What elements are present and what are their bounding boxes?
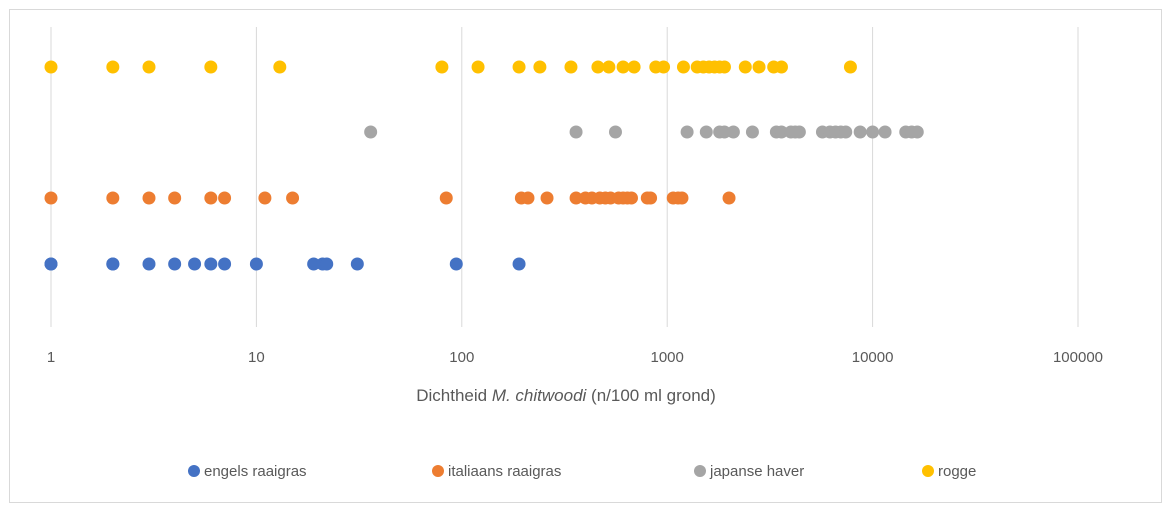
data-point — [717, 125, 731, 139]
data-point — [188, 257, 202, 271]
data-point — [435, 60, 449, 74]
legend-label: rogge — [938, 463, 976, 480]
data-point — [44, 257, 58, 271]
x-axis-title: Dichtheid M. chitwoodi (n/100 ml grond) — [416, 386, 716, 405]
data-point — [676, 60, 690, 74]
data-point — [624, 191, 638, 205]
data-point — [471, 60, 485, 74]
data-point — [602, 60, 616, 74]
x-axis-title-suffix: (n/100 ml grond) — [586, 386, 715, 405]
data-point — [564, 60, 578, 74]
data-point — [364, 125, 378, 139]
data-point — [249, 257, 263, 271]
data-point — [142, 60, 156, 74]
data-point — [204, 257, 218, 271]
data-point — [44, 60, 58, 74]
gridlines — [50, 27, 1079, 327]
legend-marker — [694, 465, 706, 477]
data-point — [644, 191, 658, 205]
data-point — [843, 60, 857, 74]
legend-item-rogge: rogge — [922, 463, 976, 480]
data-point — [752, 60, 766, 74]
series-japanse-haver — [364, 125, 924, 139]
data-point — [910, 125, 924, 139]
legend: engels raaigras italiaans raaigras japanse… — [188, 463, 976, 480]
data-point — [533, 60, 547, 74]
x-axis-title-prefix: Dichtheid — [416, 386, 492, 405]
data-point — [168, 257, 182, 271]
data-point — [307, 257, 321, 271]
data-point — [350, 257, 364, 271]
legend-label: italiaans raaigras — [448, 463, 561, 480]
data-point — [320, 257, 334, 271]
data-point — [540, 191, 554, 205]
data-point — [273, 60, 287, 74]
data-point — [878, 125, 892, 139]
data-point — [569, 191, 583, 205]
data-point — [218, 257, 232, 271]
series-engels-raaigras — [44, 257, 526, 271]
legend-label: japanse haver — [709, 463, 804, 480]
legend-item-italiaans-raaigras: italiaans raaigras — [432, 463, 561, 480]
data-point — [866, 125, 880, 139]
data-point — [774, 60, 788, 74]
legend-marker — [432, 465, 444, 477]
data-point — [774, 125, 788, 139]
series-italiaans-raaigras — [44, 191, 736, 205]
data-point — [106, 191, 120, 205]
data-point — [449, 257, 463, 271]
data-point — [726, 125, 740, 139]
data-point — [106, 60, 120, 74]
x-tick-label-10: 10 — [248, 349, 265, 366]
data-point — [738, 60, 752, 74]
data-point — [616, 60, 630, 74]
legend-label: engels raaigras — [204, 463, 307, 480]
data-point — [792, 125, 806, 139]
data-point — [106, 257, 120, 271]
x-tick-label-100000: 100000 — [1053, 349, 1103, 366]
x-tick-label-1: 1 — [47, 349, 55, 366]
data-point — [218, 191, 232, 205]
legend-marker — [922, 465, 934, 477]
data-point — [142, 257, 156, 271]
data-point — [608, 125, 622, 139]
data-point — [627, 60, 641, 74]
data-point — [439, 191, 453, 205]
legend-item-engels-raaigras: engels raaigras — [188, 463, 307, 480]
data-point — [168, 191, 182, 205]
data-point — [142, 191, 156, 205]
scatter-chart: 1 10 100 1000 10000 100000 Dichtheid M. chitw… — [44, 27, 1103, 480]
data-point — [853, 125, 867, 139]
data-point — [717, 60, 731, 74]
x-tick-labels: 1 10 100 1000 10000 100000 — [47, 349, 1103, 366]
data-point — [675, 191, 689, 205]
x-axis-title-species: M. chitwoodi — [492, 386, 588, 405]
data-point — [204, 60, 218, 74]
legend-marker — [188, 465, 200, 477]
data-points — [44, 60, 924, 271]
chart-frame: 1 10 100 1000 10000 100000 Dichtheid M. chitw… — [9, 9, 1162, 503]
data-point — [286, 191, 300, 205]
x-tick-label-100: 100 — [449, 349, 474, 366]
data-point — [657, 60, 671, 74]
data-point — [699, 125, 713, 139]
data-point — [44, 191, 58, 205]
data-point — [204, 191, 218, 205]
data-point — [512, 60, 526, 74]
data-point — [680, 125, 694, 139]
data-point — [839, 125, 853, 139]
legend-item-japanse-haver: japanse haver — [694, 463, 804, 480]
data-point — [722, 191, 736, 205]
data-point — [512, 257, 526, 271]
data-point — [569, 125, 583, 139]
series-rogge — [44, 60, 857, 74]
data-point — [258, 191, 272, 205]
data-point — [521, 191, 535, 205]
x-tick-label-1000: 1000 — [651, 349, 684, 366]
x-tick-label-10000: 10000 — [852, 349, 894, 366]
data-point — [591, 60, 605, 74]
data-point — [745, 125, 759, 139]
